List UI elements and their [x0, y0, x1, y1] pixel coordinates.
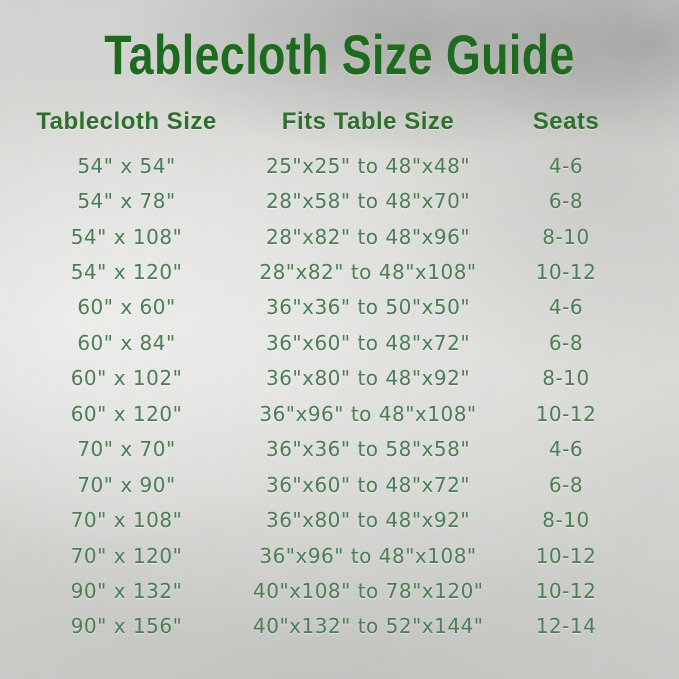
table-row: 70" x 70" 36"x36" to 58"x58" 4-6 — [0, 432, 679, 467]
table-cell: 10-12 — [535, 401, 597, 426]
table-row: 90" x 156" 40"x132" to 52"x144" 12-14 — [0, 609, 679, 644]
table-cell: 4-6 — [548, 295, 584, 320]
column-header-tablecloth-size: Tablecloth Size — [36, 108, 217, 135]
table-cell: 36"x80" to 48"x92" — [265, 508, 471, 533]
table-cell: 25"x25" to 48"x48" — [265, 153, 471, 178]
table-row: 70" x 90" 36"x60" to 48"x72" 6-8 — [0, 467, 679, 502]
table-row: 70" x 120" 36"x96" to 48"x108" 10-12 — [0, 538, 679, 573]
table-cell: 36"x80" to 48"x92" — [265, 366, 471, 391]
size-table-body: 54" x 54" 25"x25" to 48"x48" 4-6 54" x 78" 2… — [0, 148, 679, 644]
table-cell: 70" x 108" — [70, 508, 183, 533]
table-cell: 4-6 — [548, 153, 584, 178]
table-cell: 54" x 54" — [77, 153, 176, 178]
table-row: 60" x 120" 36"x96" to 48"x108" 10-12 — [0, 396, 679, 431]
table-cell: 40"x108" to 78"x120" — [253, 578, 484, 603]
table-cell: 90" x 132" — [70, 578, 183, 603]
table-cell: 28"x82" to 48"x96" — [265, 224, 471, 249]
table-cell: 8-10 — [542, 508, 590, 533]
table-cell: 36"x60" to 48"x72" — [265, 472, 471, 497]
table-row: 54" x 120" 28"x82" to 48"x108" 10-12 — [0, 254, 679, 289]
table-row: 54" x 78" 28"x58" to 48"x70" 6-8 — [0, 183, 679, 218]
table-cell: 10-12 — [535, 543, 597, 568]
table-cell: 6-8 — [548, 330, 584, 355]
table-cell: 28"x58" to 48"x70" — [265, 189, 471, 214]
table-row: 70" x 108" 36"x80" to 48"x92" 8-10 — [0, 502, 679, 537]
table-cell: 8-10 — [542, 224, 590, 249]
table-cell: 12-14 — [535, 614, 597, 639]
table-row: 54" x 54" 25"x25" to 48"x48" 4-6 — [0, 148, 679, 183]
table-cell: 60" x 102" — [70, 366, 183, 391]
table-cell: 36"x36" to 58"x58" — [265, 437, 471, 462]
table-cell: 70" x 120" — [70, 543, 183, 568]
column-header-seats: Seats — [532, 108, 600, 135]
table-row: 60" x 84" 36"x60" to 48"x72" 6-8 — [0, 325, 679, 360]
size-table: Tablecloth Size Fits Table Size Seats 54… — [0, 102, 679, 644]
table-cell: 60" x 84" — [77, 330, 176, 355]
table-cell: 70" x 90" — [77, 472, 176, 497]
table-row: 60" x 60" 36"x36" to 50"x50" 4-6 — [0, 290, 679, 325]
table-cell: 36"x60" to 48"x72" — [265, 330, 471, 355]
table-row: 60" x 102" 36"x80" to 48"x92" 8-10 — [0, 361, 679, 396]
table-cell: 60" x 60" — [77, 295, 176, 320]
table-cell: 36"x96" to 48"x108" — [259, 543, 477, 568]
table-cell: 10-12 — [535, 578, 597, 603]
table-cell: 70" x 70" — [77, 437, 176, 462]
table-cell: 90" x 156" — [70, 614, 183, 639]
table-cell: 40"x132" to 52"x144" — [253, 614, 484, 639]
table-cell: 54" x 108" — [70, 224, 183, 249]
page-title: Tablecloth Size Guide — [104, 23, 575, 86]
table-cell: 36"x96" to 48"x108" — [259, 401, 477, 426]
table-cell: 54" x 120" — [70, 260, 183, 285]
table-cell: 6-8 — [548, 472, 584, 497]
table-cell: 36"x36" to 50"x50" — [265, 295, 471, 320]
table-cell: 10-12 — [535, 260, 597, 285]
table-row: 90" x 132" 40"x108" to 78"x120" 10-12 — [0, 573, 679, 608]
table-cell: 4-6 — [548, 437, 584, 462]
table-cell: 54" x 78" — [77, 189, 176, 214]
table-cell: 8-10 — [542, 366, 590, 391]
table-header-row: Tablecloth Size Fits Table Size Seats — [0, 102, 679, 142]
table-cell: 28"x82" to 48"x108" — [259, 260, 477, 285]
column-header-fits-table-size: Fits Table Size — [281, 108, 455, 135]
table-cell: 60" x 120" — [70, 401, 183, 426]
table-row: 54" x 108" 28"x82" to 48"x96" 8-10 — [0, 219, 679, 254]
table-cell: 6-8 — [548, 189, 584, 214]
